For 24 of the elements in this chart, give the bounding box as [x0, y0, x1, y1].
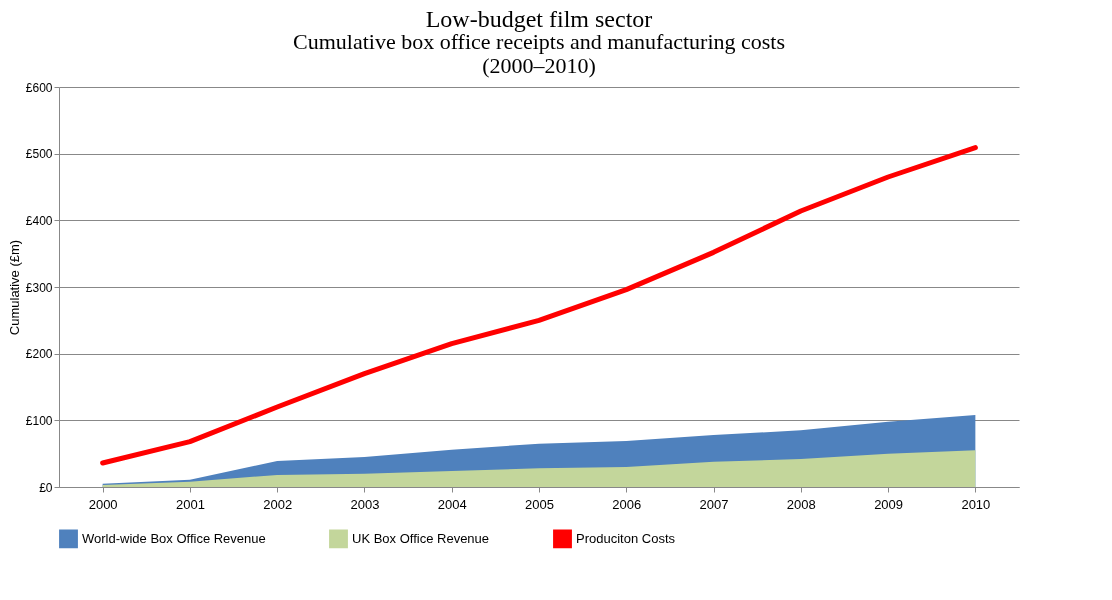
- y-tick-label: £0: [39, 480, 53, 495]
- y-tick-label: £100: [25, 413, 53, 428]
- x-tick-label: 2004: [437, 496, 467, 512]
- x-tick-label: 2007: [699, 496, 729, 512]
- x-tick-label: 2000: [88, 496, 118, 512]
- legend-label: UK Box Office Revenue: [352, 530, 490, 546]
- x-tick-label: 2002: [263, 496, 293, 512]
- x-tick-label: 2009: [874, 496, 904, 512]
- x-tick-label: 2003: [350, 496, 380, 512]
- legend-label: World-wide Box Office Revenue: [82, 530, 266, 546]
- y-tick-label: £300: [25, 280, 53, 295]
- text: (2000–2010): [482, 53, 596, 78]
- y-tick-label: £500: [25, 147, 53, 162]
- y-axis-title: Cumulative (£m): [6, 239, 22, 336]
- x-tick-label: 2010: [961, 496, 991, 512]
- x-tick-label: 2006: [612, 496, 642, 512]
- chart-title: Low-budget film sector: [425, 6, 653, 32]
- x-tick-label: 2001: [175, 496, 205, 512]
- legend-label: Produciton Costs: [576, 530, 676, 546]
- x-tick-label: 2005: [525, 496, 554, 512]
- x-tick-label: 2008: [786, 496, 816, 512]
- y-tick-label: £400: [25, 213, 53, 228]
- y-tick-label: £600: [25, 80, 53, 95]
- y-tick-label: £200: [25, 347, 53, 362]
